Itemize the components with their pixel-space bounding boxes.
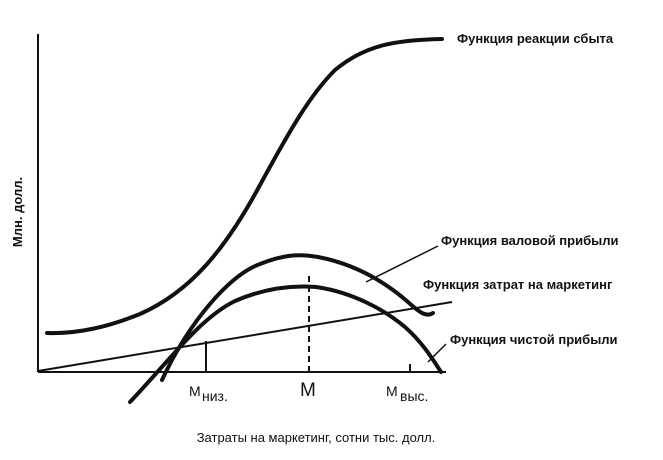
y-axis-title: Млн. долл. [10,177,25,247]
sales-response-label: Функция реакции сбыта [457,31,614,46]
marketing-cost-line [37,301,453,372]
m-low-label-sub: низ. [202,388,228,404]
x-axis-title: Затраты на маркетинг, сотни тыс. долл. [197,430,436,445]
m-high-label-main: М [386,383,398,399]
m-opt-label: М [300,380,316,401]
gross-profit-curve [160,253,435,382]
m-high-label-sub: выс. [400,388,428,404]
sales-response-curve [45,37,444,336]
net-profit-label: Функция чистой прибыли [450,332,618,347]
gross-profit-leader [365,245,439,283]
net-profit-leader [427,343,447,363]
marketing-cost-label: Функция затрат на маркетинг [423,277,613,292]
gross-profit-label: Функция валовой прибыли [441,233,618,248]
m-low-label-main: М [189,383,201,399]
